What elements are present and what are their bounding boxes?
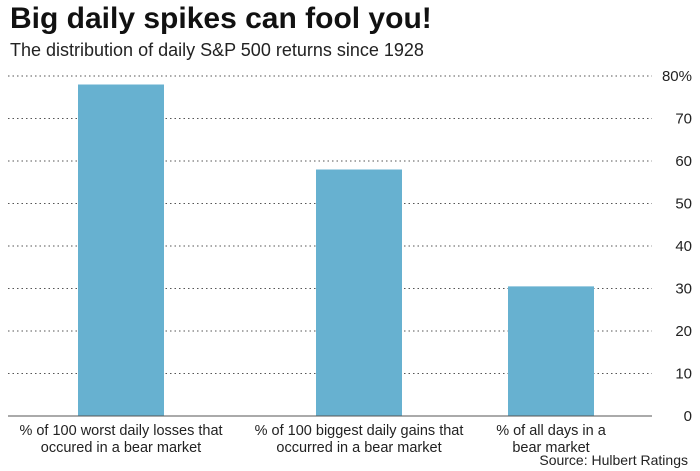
- x-axis-labels: % of 100 worst daily losses that occured …: [19, 423, 606, 456]
- y-tick-label: 10: [675, 366, 692, 383]
- bar: [316, 169, 402, 416]
- bar: [508, 286, 594, 416]
- category-label: % of all days in a bear market: [496, 423, 607, 456]
- y-axis: 0 10 20 30 40 50 60 70 80%: [662, 68, 692, 425]
- y-tick-label: 40: [675, 238, 692, 255]
- source-note: Source: Hulbert Ratings: [539, 452, 688, 468]
- y-tick-label: 30: [675, 281, 692, 298]
- bars: [78, 84, 594, 416]
- chart-subtitle: The distribution of daily S&P 500 return…: [10, 40, 424, 60]
- y-tick-label: 50: [675, 196, 692, 213]
- y-tick-label: 0: [684, 408, 692, 425]
- y-tick-label: 20: [675, 323, 692, 340]
- y-tick-label: 80%: [662, 68, 692, 85]
- category-label: % of 100 biggest daily gains that occurre…: [255, 423, 464, 456]
- category-label: % of 100 worst daily losses that occured …: [19, 423, 222, 456]
- bar: [78, 84, 164, 416]
- y-tick-label: 60: [675, 153, 692, 170]
- chart-title: Big daily spikes can fool you!: [10, 2, 432, 35]
- y-tick-label: 70: [675, 111, 692, 128]
